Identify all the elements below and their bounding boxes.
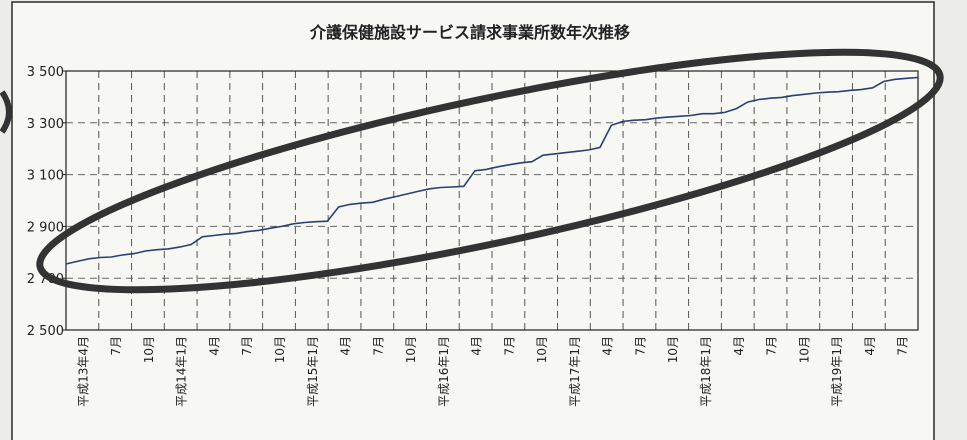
y-tick-label: 3 300 xyxy=(27,117,64,132)
x-tick-label: 7月 xyxy=(109,336,123,356)
x-tick-label: 7月 xyxy=(896,336,910,356)
x-tick-label: 7月 xyxy=(240,336,254,356)
x-tick-label: 平成15年1月 xyxy=(306,336,320,407)
y-tick-label: 3 500 xyxy=(27,65,64,80)
plot-area xyxy=(65,70,919,331)
x-tick-label: 7月 xyxy=(633,336,647,356)
x-tick-label: 10月 xyxy=(666,336,680,363)
x-tick-label: 4月 xyxy=(207,336,221,356)
series-line xyxy=(65,76,919,265)
x-tick-label: 7月 xyxy=(502,336,516,356)
x-tick-label: 4月 xyxy=(863,336,877,356)
x-tick-label: 7月 xyxy=(765,336,779,356)
x-tick-label: 平成14年1月 xyxy=(175,336,189,407)
x-tick-label: 平成19年1月 xyxy=(830,336,844,407)
grid xyxy=(66,71,918,330)
x-tick-label: 4月 xyxy=(339,336,353,356)
highlight-mark-left xyxy=(0,90,12,134)
x-tick-label: 平成16年1月 xyxy=(437,336,451,407)
series xyxy=(65,76,919,265)
x-tick-label: 10月 xyxy=(797,336,811,363)
x-tick-label: 4月 xyxy=(732,336,746,356)
x-tick-label: 平成13年4月 xyxy=(76,336,90,407)
x-tick-label: 10月 xyxy=(404,336,418,363)
x-tick-label: 10月 xyxy=(142,336,156,363)
x-tick-label: 7月 xyxy=(371,336,385,356)
y-tick-label: 2 900 xyxy=(27,220,64,235)
x-tick-label: 10月 xyxy=(535,336,549,363)
chart-title: 介護保健施設サービス請求事業所数年次推移 xyxy=(309,23,630,42)
x-tick-label: 平成18年1月 xyxy=(699,336,713,407)
x-axis: 平成13年4月 7月 10月 平成14年1月 4月 7月 10月 平成15年1月 4月 7月 10月… xyxy=(76,336,909,407)
x-tick-label: 4月 xyxy=(470,336,484,356)
y-tick-label: 3 100 xyxy=(27,169,64,184)
x-tick-label: 4月 xyxy=(601,336,615,356)
highlight-ellipse xyxy=(36,48,944,294)
y-tick-label: 2 500 xyxy=(27,324,64,339)
chart-frame xyxy=(11,1,935,440)
x-tick-label: 平成17年1月 xyxy=(568,336,582,407)
x-tick-label: 10月 xyxy=(273,336,287,363)
